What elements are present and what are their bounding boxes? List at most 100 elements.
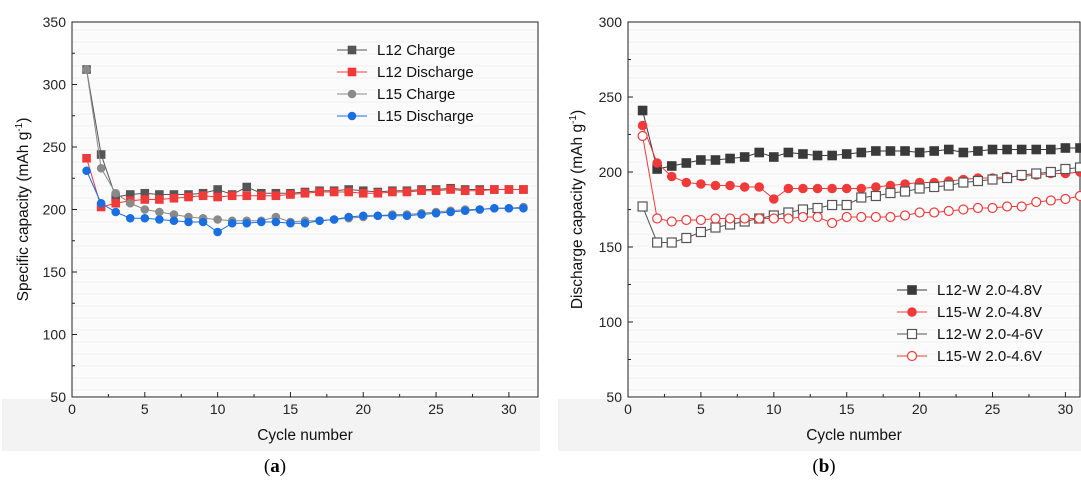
data-point — [813, 184, 822, 193]
data-point — [828, 219, 837, 228]
data-point — [243, 219, 251, 227]
data-point — [871, 147, 880, 156]
data-point — [519, 186, 527, 194]
legend-marker — [908, 330, 917, 339]
panel-caption: (b) — [812, 456, 835, 477]
data-point — [214, 216, 222, 224]
data-point — [214, 228, 222, 236]
data-point — [667, 172, 676, 181]
chart-panel-a: 50 100 150 200 250 300 350 0 5 10 15 20 25 30 Cycle nu… — [0, 0, 540, 481]
chart-panel-b: 50 100 150 200 250 300 0 5 10 15 20 25 30 Cycle numbe… — [545, 0, 1081, 481]
y-tick-label: 250 — [599, 89, 623, 105]
data-point — [828, 151, 837, 160]
data-point — [711, 214, 720, 223]
data-point — [1046, 145, 1055, 154]
data-point — [857, 148, 866, 157]
legend-marker — [908, 352, 917, 361]
data-point — [959, 148, 968, 157]
data-point — [842, 213, 851, 222]
y-axis-title: Discharge capacity (mAh g-1) — [568, 110, 586, 309]
chart-b-svg: 501001502002503000 5 10 15 20 25 30Cycle numbe… — [545, 0, 1081, 481]
data-point — [696, 228, 705, 237]
data-point — [1061, 165, 1070, 174]
data-point — [988, 175, 997, 184]
chart-a-svg: 50 100 150 200 250 300 350 0 5 10 15 20 25 30 Cycle nu… — [0, 0, 540, 481]
x-tick-label: 0 — [624, 401, 632, 417]
data-point — [973, 177, 982, 186]
data-point — [199, 192, 207, 200]
data-point — [112, 208, 120, 216]
data-point — [886, 213, 895, 222]
data-point — [740, 183, 749, 192]
data-point — [170, 194, 178, 202]
data-point — [374, 189, 382, 197]
x-tick-label: 30 — [501, 401, 517, 417]
data-point — [915, 208, 924, 217]
data-point — [915, 148, 924, 157]
x-tick-label: 10 — [766, 401, 782, 417]
data-point — [257, 218, 265, 226]
data-point — [83, 66, 91, 74]
x-tick-label: 25 — [428, 401, 444, 417]
data-point — [432, 187, 440, 195]
y-axis-title: Specific capacity (mAh g-1) — [14, 118, 32, 302]
data-point — [711, 156, 720, 165]
legend-label: L12-W 2.0-4.8V — [937, 282, 1042, 299]
data-point — [638, 121, 647, 130]
x-tick-label: 15 — [839, 401, 855, 417]
data-point — [696, 180, 705, 189]
x-tick-label: 30 — [1058, 401, 1074, 417]
data-point — [769, 195, 778, 204]
data-point — [667, 217, 676, 226]
data-point — [726, 214, 735, 223]
data-point — [185, 193, 193, 201]
data-point — [141, 214, 149, 222]
data-point — [1046, 168, 1055, 177]
data-point — [813, 213, 822, 222]
data-point — [345, 188, 353, 196]
y-tick-label: 350 — [43, 14, 67, 30]
data-point — [403, 188, 411, 196]
legend-marker — [348, 68, 356, 76]
x-tick-label: 10 — [210, 401, 226, 417]
data-point — [871, 213, 880, 222]
data-point — [155, 216, 163, 224]
data-point — [784, 148, 793, 157]
legend-marker — [908, 308, 917, 317]
data-point — [1046, 196, 1055, 205]
data-point — [490, 186, 498, 194]
data-point — [784, 184, 793, 193]
x-tick-label: 20 — [912, 401, 928, 417]
data-point — [988, 145, 997, 154]
data-point — [944, 181, 953, 190]
data-point — [726, 181, 735, 190]
data-point — [1032, 198, 1041, 207]
data-point — [696, 216, 705, 225]
data-point — [97, 164, 105, 172]
data-point — [959, 178, 968, 187]
x-tick-label: 5 — [141, 401, 149, 417]
data-point — [447, 186, 455, 194]
data-point — [667, 238, 676, 247]
data-point — [871, 192, 880, 201]
data-point — [316, 188, 324, 196]
legend-marker — [348, 112, 356, 120]
data-point — [973, 204, 982, 213]
data-point — [871, 183, 880, 192]
data-point — [141, 196, 149, 204]
data-point — [388, 212, 396, 220]
data-point — [83, 167, 91, 175]
data-point — [711, 223, 720, 232]
y-tick-label: 250 — [43, 139, 67, 155]
x-tick-label: 0 — [68, 401, 76, 417]
data-point — [214, 186, 222, 194]
data-point — [901, 147, 910, 156]
data-point — [988, 204, 997, 213]
data-point — [755, 148, 764, 157]
data-point — [1076, 144, 1081, 153]
data-point — [199, 218, 207, 226]
x-tick-label: 20 — [355, 401, 371, 417]
data-point — [1076, 163, 1081, 172]
y-tick-label: 300 — [43, 77, 67, 93]
data-point — [403, 212, 411, 220]
